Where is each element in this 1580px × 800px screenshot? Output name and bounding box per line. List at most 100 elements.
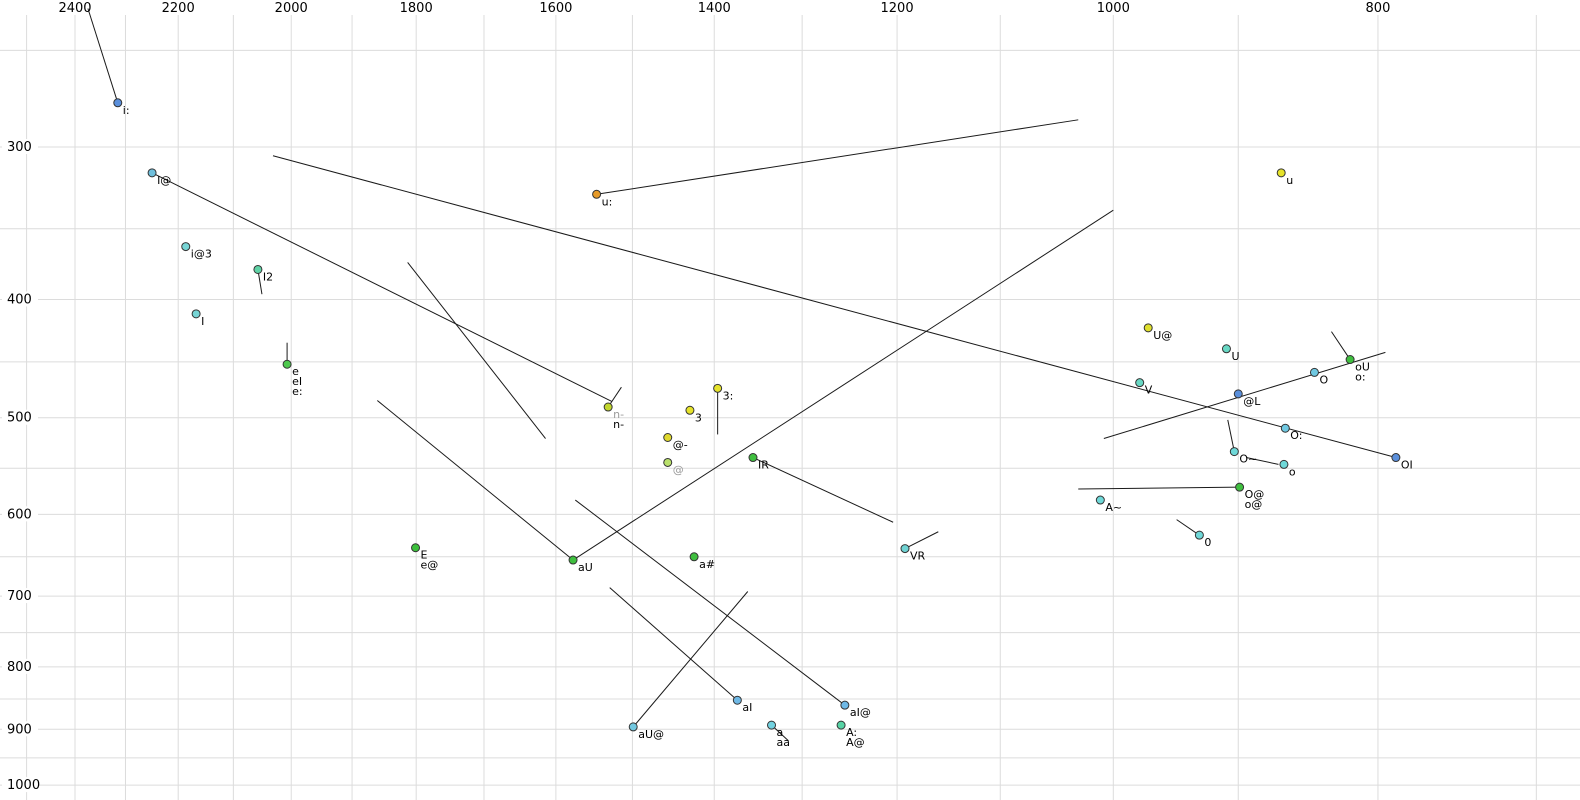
vowel-point-o (1279, 459, 1289, 469)
vowel-label: A: (846, 726, 857, 739)
vowel-label: o (1289, 465, 1296, 478)
vowel-label: 3: (723, 389, 734, 402)
vowel-label: eI (292, 375, 302, 388)
vowel-point-OI (1391, 453, 1401, 463)
vowel-label: IR (758, 459, 769, 472)
vowel-point-O (1309, 367, 1319, 377)
x-axis-tick-label: 1000 (1097, 1, 1130, 16)
vowel-label: oU (1355, 361, 1370, 374)
vowel-point-A: (836, 720, 846, 730)
vowel-point-n- (603, 402, 613, 412)
vowel-label: e (292, 365, 299, 378)
trajectory-line (609, 587, 738, 701)
vowel-label: A~ (1105, 501, 1122, 514)
vowel-label: U (1231, 350, 1239, 363)
vowel-label: n- (613, 418, 624, 431)
x-axis-tick-label: 2400 (58, 1, 91, 16)
x-axis-tick-label: 1800 (400, 1, 433, 16)
vowel-point-I (191, 309, 201, 319)
vowel-label: a# (699, 558, 715, 571)
vowel-label: VR (910, 550, 926, 563)
vowel-label: I@ (157, 174, 171, 187)
trajectory-line (407, 262, 546, 439)
vowel-label: a (777, 726, 784, 739)
vowel-point-U@ (1143, 323, 1153, 333)
vowel-label: aU@ (638, 728, 664, 741)
vowel-label: aI@ (850, 706, 871, 719)
vowel-label: @ (673, 463, 684, 476)
y-axis-tick-label: 1000 (7, 778, 40, 793)
y-tick-backing (2, 721, 38, 737)
vowel-point-@L (1233, 389, 1243, 399)
vowel-point-O: (1280, 423, 1290, 433)
trajectory-line (752, 457, 894, 523)
vowel-label: o@ (1245, 498, 1263, 511)
y-axis-tick-label: 300 (7, 140, 32, 155)
trajectory-line (1246, 457, 1279, 465)
vowel-point-O~ (1229, 447, 1239, 457)
vowel-label: @L (1243, 395, 1261, 408)
vowel-point-0 (1194, 530, 1204, 540)
trajectory-line (1078, 486, 1240, 490)
x-axis-tick-label: 1200 (881, 1, 914, 16)
vowel-label: A@ (846, 736, 865, 749)
x-axis-tick-label: 1600 (539, 1, 572, 16)
y-tick-backing (2, 658, 38, 674)
vowel-label: 0 (1204, 536, 1211, 549)
vowel-label: aI (742, 701, 752, 714)
vowel-point-i: (113, 98, 123, 108)
y-tick-backing (2, 139, 38, 154)
vowel-point-3: (713, 383, 723, 393)
y-axis-tick-label: 500 (7, 411, 32, 426)
vowel-point-@- (663, 433, 673, 443)
trajectory-line (904, 531, 939, 550)
vowel-point-u (1276, 168, 1286, 178)
vowel-point-aU@ (628, 722, 638, 732)
vowel-label: u (1286, 174, 1293, 187)
trajectory-line (151, 172, 613, 403)
vowel-point-e (282, 359, 292, 369)
trajectory-line (572, 209, 1114, 561)
vowel-label: O (1319, 373, 1328, 386)
vowel-point-VR (900, 544, 910, 554)
x-axis-tick-label: 2000 (275, 1, 308, 16)
vowel-label: e: (292, 385, 302, 398)
x-axis-tick-label: 800 (1366, 1, 1391, 16)
x-axis-tick-label: 2200 (162, 1, 195, 16)
vowel-point-I@ (147, 168, 157, 178)
y-tick-backing (2, 588, 38, 604)
y-tick-backing (2, 409, 38, 425)
vowel-point-3 (685, 405, 695, 415)
vowel-label: O: (1290, 429, 1302, 442)
vowel-label: O@ (1245, 488, 1265, 501)
vowel-point-V (1135, 378, 1145, 388)
vowel-label: E (421, 549, 428, 562)
vowel-point-u: (592, 189, 602, 199)
vowel-label: U@ (1153, 329, 1172, 342)
vowel-label: e@ (421, 559, 439, 572)
vowel-label: aU (578, 561, 593, 574)
vowel-label: i: (123, 104, 130, 117)
vowel-label: V (1145, 384, 1153, 397)
trajectory-line (1227, 419, 1235, 452)
y-axis-tick-label: 600 (7, 507, 32, 522)
vowel-point-U (1221, 344, 1231, 354)
vowel-label: n- (613, 408, 624, 421)
vowel-point-aI (732, 695, 742, 705)
trajectory-line (596, 119, 1079, 195)
vowel-label: I (201, 315, 204, 328)
trajectory-line (1176, 519, 1200, 536)
vowel-point-I2 (253, 264, 263, 274)
y-tick-backing (2, 777, 38, 793)
y-axis-tick-label: 800 (7, 660, 32, 675)
trajectory-line (272, 155, 1397, 459)
vowel-point-aI@ (840, 700, 850, 710)
y-axis-tick-label: 900 (7, 722, 32, 737)
vowel-label: u: (602, 195, 613, 208)
vowel-point-E (411, 543, 421, 553)
vowel-point-aU (568, 555, 578, 565)
vowel-label: OI (1401, 459, 1413, 472)
vowel-point-O@ (1235, 482, 1245, 492)
